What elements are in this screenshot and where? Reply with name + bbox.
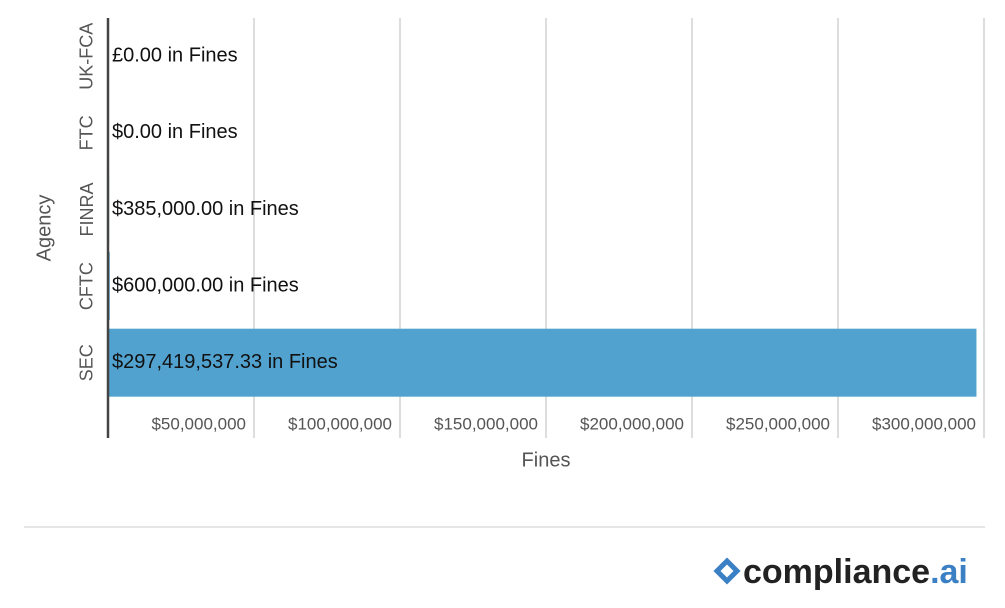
y-tick-label: FINRA [77, 183, 97, 237]
x-tick-label: $150,000,000 [434, 414, 538, 433]
brand-name: compliance [743, 553, 930, 591]
x-tick-label: $50,000,000 [151, 414, 246, 433]
x-tick-label: $200,000,000 [580, 414, 684, 433]
value-label: £0.00 in Fines [112, 45, 238, 67]
value-label: $600,000.00 in Fines [112, 274, 299, 296]
y-axis-title: Agency [33, 195, 55, 262]
x-tick-label: $300,000,000 [872, 414, 976, 433]
x-axis-title: Fines [522, 449, 571, 471]
y-tick-label: FTC [77, 115, 97, 150]
y-tick-label: UK-FCA [77, 23, 97, 90]
y-tick-label: CFTC [77, 262, 97, 310]
value-label: $0.00 in Fines [112, 121, 238, 143]
brand-suffix: .ai [930, 553, 968, 591]
value-label: $297,419,537.33 in Fines [112, 351, 338, 373]
logo-icon [713, 557, 741, 585]
y-tick-label: SEC [77, 344, 97, 381]
value-label: $385,000.00 in Fines [112, 198, 299, 220]
bar [108, 328, 977, 397]
logo-text: compliance.ai [743, 553, 968, 591]
x-tick-label: $100,000,000 [288, 414, 392, 433]
x-tick-label: $250,000,000 [726, 414, 830, 433]
logo: compliance.ai [713, 553, 968, 591]
